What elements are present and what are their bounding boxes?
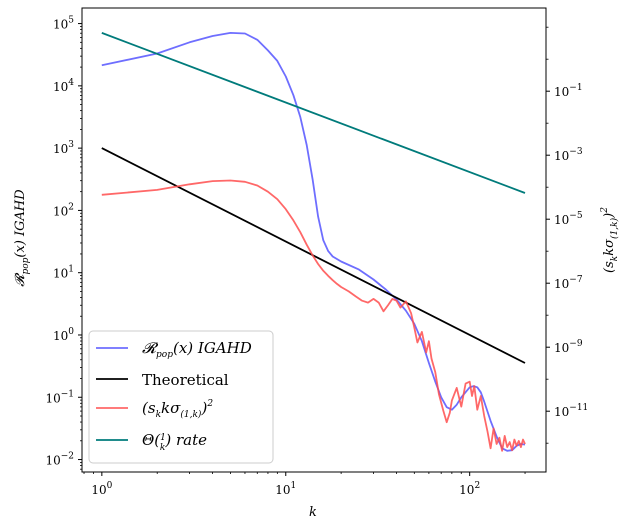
right-tick-label: 10−7 — [554, 275, 583, 291]
right-y-axis: 10−1 10−3 10−5 10−7 10−9 10−11 — [546, 26, 588, 444]
left-tick-label: 103 — [53, 140, 74, 156]
legend-label-theta: Θ(1 k) rate — [142, 431, 207, 453]
series-rpop-igahd — [101, 32, 526, 452]
x-axis-title: k — [309, 505, 317, 520]
left-axis-title: 𝓡pop(x) IGAHD — [13, 189, 31, 287]
left-tick-label: 101 — [53, 265, 74, 281]
legend-box — [88, 330, 274, 464]
left-tick-label: 10−1 — [45, 389, 74, 405]
right-tick-label: 10−11 — [554, 403, 588, 419]
right-axis-title: (skkσ(1,k))2 — [600, 207, 620, 273]
right-tick-label: 10−3 — [554, 147, 583, 163]
x-tick-label: 102 — [459, 481, 480, 497]
legend-entry-theoretical: Theoretical — [96, 371, 229, 389]
left-tick-label: 102 — [53, 202, 74, 218]
x-tick-label: 100 — [91, 481, 112, 497]
left-y-axis: 105 104 103 102 101 100 10−1 10−2 — [45, 16, 82, 470]
left-tick-label: 100 — [53, 327, 74, 343]
legend-label-sk: (skkσ(1,k))2 — [142, 399, 213, 420]
x-tick-label: 101 — [275, 481, 296, 497]
legend-entry-theta: Θ(1 k) rate — [96, 431, 207, 453]
series-theta-rate — [101, 32, 526, 194]
left-tick-label: 10−2 — [45, 452, 74, 468]
x-axis: 100 101 102 — [83, 472, 526, 497]
legend: 𝓡pop(x) IGAHD Theoretical (skkσ(1,k))2 Θ… — [88, 330, 274, 464]
legend-entry-rpop: 𝓡pop(x) IGAHD — [96, 339, 252, 360]
left-tick-label: 105 — [53, 16, 74, 32]
series-layer — [101, 32, 526, 452]
right-tick-label: 10−9 — [554, 339, 583, 355]
right-tick-label: 10−1 — [554, 83, 583, 99]
right-tick-label: 10−5 — [554, 211, 583, 227]
legend-entry-sk: (skkσ(1,k))2 — [96, 399, 213, 420]
legend-label-rpop: 𝓡pop(x) IGAHD — [142, 339, 252, 360]
left-tick-label: 104 — [53, 78, 74, 94]
legend-label-theoretical: Theoretical — [142, 371, 229, 389]
series-sk-sigma — [101, 179, 526, 452]
